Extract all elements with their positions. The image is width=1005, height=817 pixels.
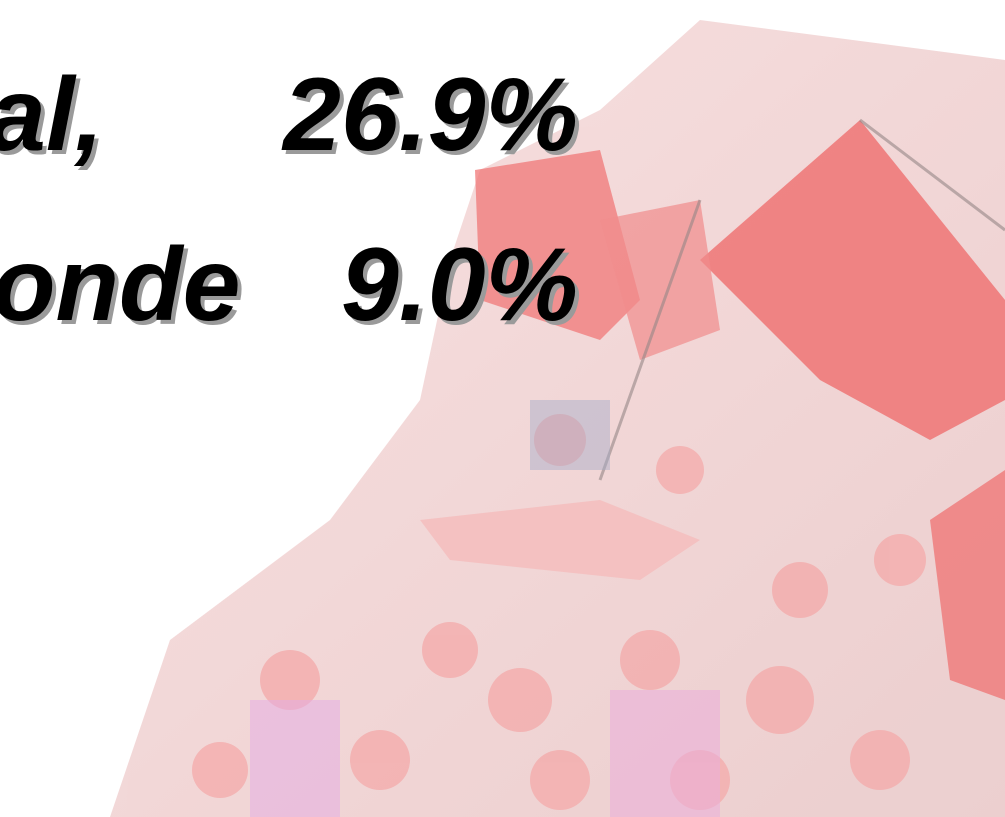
- value: 26.9%: [281, 57, 578, 173]
- slide: al, al, 26.9% 26.9% onde onde 9.0% 9.0%: [0, 0, 1005, 817]
- value: 9.0%: [341, 227, 578, 343]
- row: onde onde 9.0% 9.0%: [0, 227, 582, 347]
- row: al, al, 26.9% 26.9%: [0, 57, 582, 177]
- label: onde: [0, 227, 240, 343]
- label: al,: [0, 57, 104, 173]
